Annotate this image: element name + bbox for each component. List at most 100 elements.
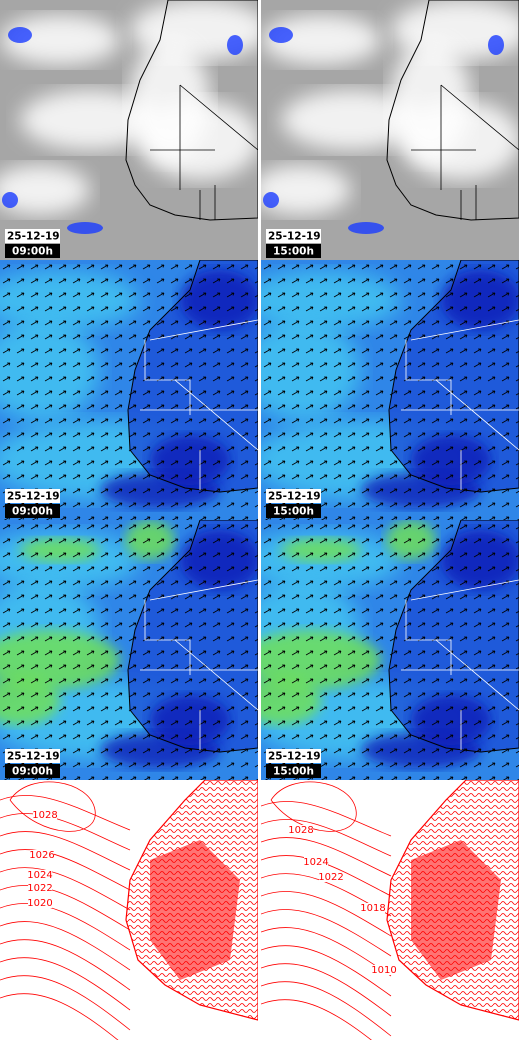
isobar-line	[0, 975, 131, 1031]
borders	[401, 319, 519, 490]
isobar-label: 1026	[29, 850, 54, 861]
isobar-line	[0, 813, 131, 851]
wind-arrows	[0, 260, 258, 520]
date-box	[5, 749, 60, 763]
isobar-line	[261, 981, 392, 1037]
isobar-label-bg	[372, 965, 396, 975]
time-label: 15:00h	[273, 506, 314, 518]
coastline	[127, 260, 258, 493]
isobar-line	[261, 927, 392, 977]
isobar-line	[0, 993, 119, 1040]
isobar-label: 1022	[318, 872, 343, 883]
isobar-line	[261, 909, 392, 957]
coastline	[125, 0, 258, 221]
isobar-label-bg	[304, 857, 328, 867]
cloud	[20, 90, 160, 150]
isobar-label-bg	[28, 870, 52, 880]
time-box	[5, 504, 60, 518]
time-label: 09:00h	[12, 506, 53, 518]
date-label: 25-12-19	[7, 231, 60, 243]
isobar-label: 1020	[27, 898, 52, 909]
isobar-line	[261, 945, 392, 997]
isobar-label: 1024	[27, 870, 52, 881]
time-label: 09:00h	[12, 766, 53, 778]
coastline	[388, 520, 519, 753]
borders	[140, 319, 258, 490]
isobar-label: 1018	[360, 903, 385, 914]
cloud	[261, 165, 351, 215]
date-box	[266, 229, 321, 243]
borders	[150, 84, 258, 220]
date-label: 25-12-19	[268, 751, 321, 763]
borders	[401, 579, 519, 750]
coastline	[388, 260, 519, 493]
precip	[2, 192, 18, 208]
isobar-label-bg	[361, 903, 385, 913]
cloud	[0, 165, 90, 215]
coastline	[127, 520, 258, 753]
isobar-line	[261, 801, 392, 837]
date-label: 25-12-19	[7, 491, 60, 503]
precip	[488, 35, 504, 55]
isobar-line	[0, 957, 131, 1011]
map-panel	[261, 260, 519, 520]
isobar-line	[261, 891, 392, 937]
isobar-line	[261, 999, 372, 1040]
time-label: 09:00h	[12, 246, 53, 258]
precip	[67, 222, 103, 234]
isobar-line	[261, 963, 392, 1017]
isobar-label: 1028	[32, 810, 57, 821]
map-panel	[0, 780, 258, 1040]
precip	[227, 35, 243, 55]
time-label: 15:00h	[273, 246, 314, 258]
cloud	[391, 40, 471, 160]
isobar-high	[9, 781, 96, 832]
time-label: 15:00h	[273, 766, 314, 778]
wind-arrows	[261, 520, 519, 780]
isobar-label: 1028	[288, 825, 313, 836]
cloud	[0, 15, 120, 65]
isobar-label-bg	[289, 825, 313, 835]
date-label: 25-12-19	[268, 231, 321, 243]
coastline	[386, 0, 519, 221]
date-box	[5, 229, 60, 243]
time-box	[5, 764, 60, 778]
isobar-line	[0, 795, 131, 831]
time-box	[266, 244, 321, 258]
map-panel	[261, 0, 519, 260]
time-box	[266, 504, 321, 518]
isobar-line	[0, 885, 131, 931]
isobar-line	[261, 819, 392, 857]
time-box	[266, 764, 321, 778]
date-box	[266, 489, 321, 503]
land-contours-dense	[411, 840, 501, 980]
isobar-label: 1024	[303, 857, 328, 868]
cloud	[281, 90, 421, 150]
map-panel	[261, 520, 519, 780]
borders	[140, 579, 258, 750]
map-panel	[261, 780, 519, 1040]
precip	[263, 192, 279, 208]
isobar-line	[0, 831, 131, 871]
map-panel	[0, 520, 258, 780]
date-label: 25-12-19	[268, 491, 321, 503]
wind-arrows	[0, 520, 258, 780]
wind-arrows	[261, 260, 519, 520]
isobar-label-bg	[28, 883, 52, 893]
map-panel	[0, 260, 258, 520]
isobar-line	[261, 837, 392, 877]
isobar-label-bg	[319, 872, 343, 882]
isobar-label-bg	[28, 898, 52, 908]
date-box	[5, 489, 60, 503]
cloud	[261, 15, 381, 65]
precip	[348, 222, 384, 234]
date-box	[266, 749, 321, 763]
cloud	[130, 40, 210, 160]
borders	[411, 84, 519, 220]
land-contours-dense	[150, 840, 240, 980]
time-box	[5, 244, 60, 258]
isobar-line	[0, 903, 131, 951]
date-label: 25-12-19	[7, 751, 60, 763]
isobar-label: 1022	[27, 883, 52, 894]
